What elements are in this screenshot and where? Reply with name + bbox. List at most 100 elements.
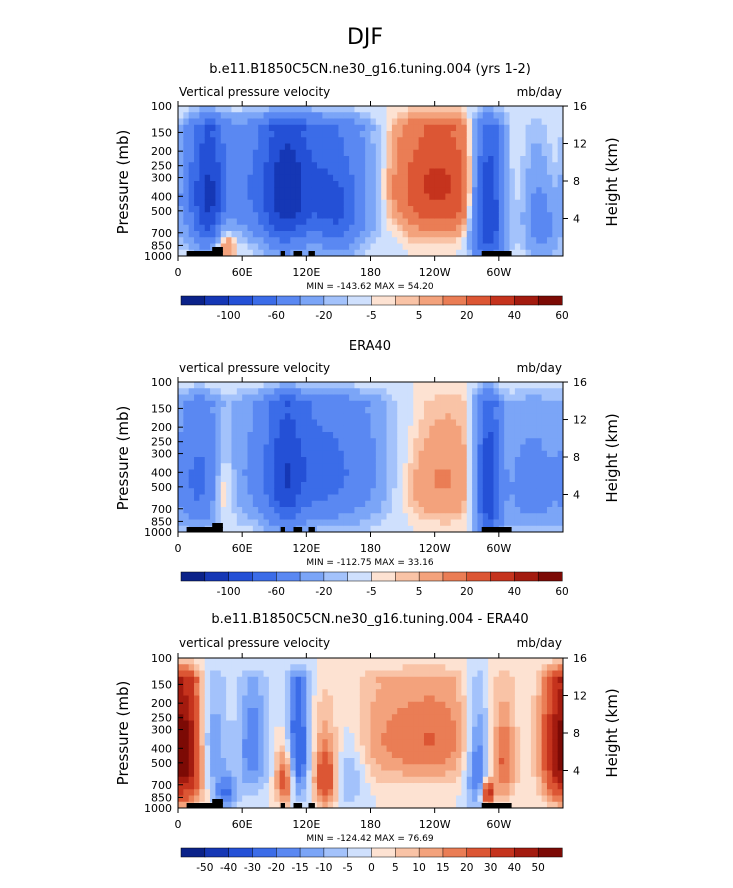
heatmap-cell [284, 218, 291, 226]
heatmap-cell [258, 695, 264, 703]
heatmap-cell [220, 745, 227, 753]
heatmap-cell [327, 733, 334, 740]
heatmap-cell [274, 482, 280, 489]
heatmap-cell [194, 432, 200, 439]
heatmap-cell [258, 469, 264, 477]
heatmap-cell [386, 745, 393, 753]
heatmap-cell [397, 695, 403, 703]
heatmap-cell [445, 400, 452, 408]
heatmap-cell [397, 407, 403, 414]
heatmap-cell [354, 457, 361, 464]
heatmap-cell [413, 519, 420, 527]
heatmap-cell [440, 795, 446, 803]
heatmap-cell [552, 413, 559, 420]
heatmap-cell [375, 124, 382, 132]
heatmap-cell [407, 400, 414, 408]
heatmap-cell [440, 708, 446, 715]
panel-2: ERA40 vertical pressure velocity mb/day … [114, 339, 621, 598]
heatmap-cell [498, 457, 505, 464]
heatmap-cell [268, 413, 275, 420]
heatmap-cell [461, 482, 468, 489]
heatmap-cell [317, 733, 323, 740]
heatmap-cell [290, 212, 297, 219]
heatmap-cell [274, 237, 280, 244]
heatmap-cell [263, 519, 270, 527]
heatmap-cell [220, 187, 227, 194]
heatmap-cell [407, 156, 414, 163]
heatmap-cell [311, 745, 318, 753]
heatmap-cell [456, 701, 462, 709]
heatmap-cell [247, 425, 254, 433]
heatmap-cell [434, 212, 441, 219]
heatmap-cell [445, 751, 452, 759]
heatmap-cell [210, 733, 216, 740]
heatmap-cell [381, 432, 387, 439]
heatmap-cell [295, 519, 302, 527]
heatmap-cell [359, 764, 366, 771]
heatmap-cell [407, 137, 414, 144]
heatmap-cell [472, 382, 478, 389]
heatmap-cell [456, 463, 462, 470]
heatmap-cell [183, 664, 190, 671]
heatmap-cell [536, 488, 543, 495]
heatmap-cell [349, 482, 355, 489]
heatmap-cell [466, 199, 473, 207]
heatmap-cell [450, 795, 457, 803]
heatmap-cell [226, 149, 232, 157]
heatmap-cell [290, 500, 297, 508]
heatmap-cell [488, 519, 494, 527]
heatmap-cell [295, 758, 302, 765]
heatmap-cell [279, 739, 286, 746]
heatmap-cell [429, 457, 436, 464]
heatmap-cell [509, 438, 516, 445]
heatmap-cell [279, 106, 286, 113]
heatmap-cell [343, 231, 350, 238]
heatmap-cell [370, 739, 377, 746]
heatmap-cell [349, 676, 355, 684]
heatmap-cell [365, 789, 371, 796]
heatmap-cell [541, 224, 548, 232]
heatmap-cell [236, 500, 243, 508]
panel-3: b.e11.B1850C5CN.ne30_g16.tuning.004 - ER… [114, 612, 621, 874]
heatmap-cell [402, 224, 409, 232]
heatmap-cell [263, 745, 270, 753]
heatmap-cell [370, 733, 377, 740]
heatmap-cell [461, 174, 468, 182]
heatmap-cell [525, 425, 532, 433]
heatmap-cell [381, 500, 387, 508]
heatmap-cell [188, 670, 195, 678]
heatmap-cell [338, 187, 345, 194]
heatmap-cell [402, 457, 409, 464]
heatmap-cell [546, 218, 553, 226]
heatmap-cell [295, 413, 302, 420]
heatmap-cell [252, 432, 259, 439]
heatmap-cell [183, 500, 190, 508]
heatmap-cell [365, 407, 371, 414]
heatmap-cell [295, 218, 302, 226]
heatmap-cell [525, 513, 532, 520]
heatmap-cell [482, 137, 489, 144]
heatmap-cell [536, 500, 543, 508]
heatmap-cell [354, 751, 361, 759]
heatmap-cell [482, 388, 489, 395]
heatmap-cell [274, 438, 280, 445]
heatmap-cell [546, 519, 553, 527]
land-mask [481, 527, 512, 532]
heatmap-cell [247, 701, 254, 709]
heatmap-cell [418, 670, 425, 678]
heatmap-cell [359, 795, 366, 803]
heatmap-cell [236, 519, 243, 527]
heatmap-cell [504, 438, 510, 445]
heatmap-cell [440, 156, 446, 163]
heatmap-cell [204, 683, 211, 690]
heatmap-cell [178, 212, 184, 219]
heatmap-cell [509, 193, 516, 201]
heatmap-cell [423, 783, 430, 790]
heatmap-cell [354, 475, 361, 483]
heatmap-cell [178, 143, 184, 151]
heatmap-cell [381, 212, 387, 219]
heatmap-cell [204, 764, 211, 771]
heatmap-cell [215, 137, 222, 144]
heatmap-cell [445, 776, 452, 784]
heatmap-cell [322, 507, 329, 514]
